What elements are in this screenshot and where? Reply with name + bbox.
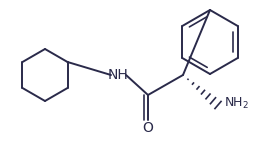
Text: NH$_2$: NH$_2$ (223, 95, 249, 111)
Text: O: O (143, 121, 154, 135)
Text: NH: NH (108, 68, 128, 82)
